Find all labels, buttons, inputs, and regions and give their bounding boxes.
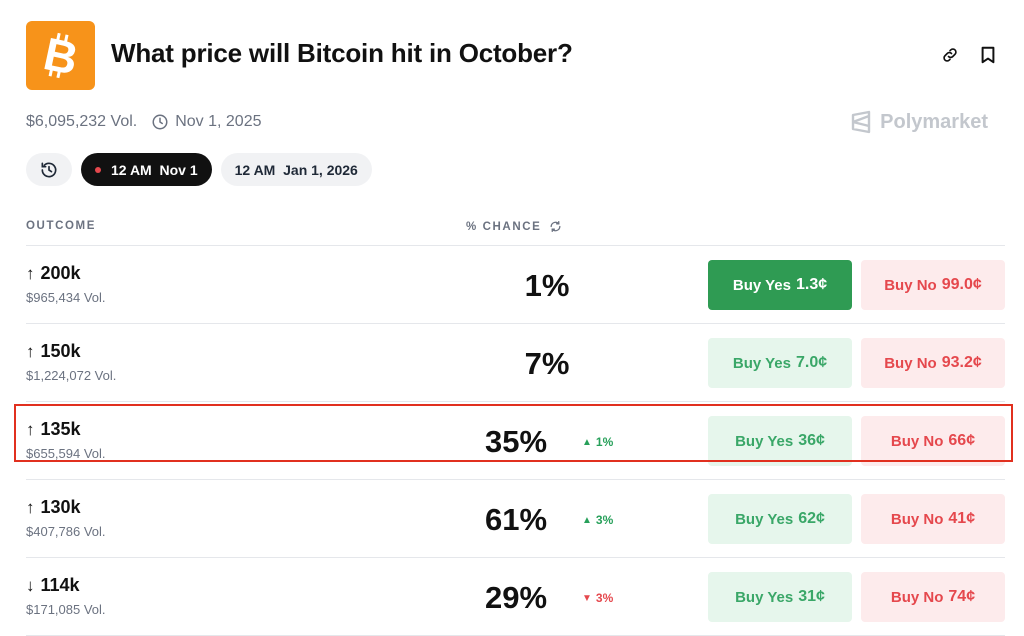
buy-no-price: 93.2¢ (941, 354, 982, 371)
buy-no-label: Buy No (884, 276, 937, 294)
outcomes-table: ↑ 200k $965,434 Vol. 1% Buy Yes 1.3¢ Buy… (26, 245, 1005, 636)
arrow-up-icon: ↑ (26, 419, 35, 439)
bookmark-icon[interactable] (977, 44, 999, 66)
history-icon (41, 162, 57, 178)
buy-yes-price: 1.3¢ (795, 276, 828, 293)
chance-value: 29% (484, 580, 548, 615)
buy-yes-price: 31¢ (798, 588, 825, 605)
buy-yes-button[interactable]: Buy Yes 1.3¢ (708, 260, 852, 310)
buy-yes-button[interactable]: Buy Yes 36¢ (708, 416, 852, 466)
outcome-volume: $171,085 Vol. (26, 602, 106, 617)
outcome-label: 114k (40, 575, 80, 595)
buy-yes-price: 62¢ (798, 510, 825, 527)
buy-yes-label: Buy Yes (732, 354, 791, 372)
date-pill-nov-1[interactable]: 12 AM Nov 1 (81, 153, 212, 186)
date-selector: 12 AM Nov 1 12 AM Jan 1, 2026 (26, 153, 372, 186)
buy-yes-price: 7.0¢ (795, 354, 828, 371)
buy-no-label: Buy No (890, 510, 944, 528)
outcome-label: 135k (40, 419, 81, 439)
outcome-volume: $407,786 Vol. (26, 524, 106, 539)
outcome-label: 200k (40, 263, 81, 283)
chance-change-value: 1% (595, 435, 614, 449)
buy-yes-price: 36¢ (798, 432, 825, 449)
chance-change: ▲ 1% (582, 435, 613, 449)
chance-value: 61% (484, 502, 548, 537)
outcome-name: ↓ 114k (26, 575, 80, 596)
date-pill-jan-1[interactable]: 12 AM Jan 1, 2026 (220, 153, 372, 186)
buy-yes-label: Buy Yes (735, 588, 794, 606)
table-row[interactable]: ↑ 135k $655,594 Vol. 35% ▲ 1% Buy Yes 36… (26, 401, 1005, 479)
outcome-volume: $965,434 Vol. (26, 290, 106, 305)
chance-change: ▲ 3% (582, 513, 613, 527)
buy-yes-label: Buy Yes (735, 432, 794, 450)
svg-text:B: B (41, 32, 81, 80)
chance-value: 7% (524, 346, 570, 381)
arrow-up-icon: ↑ (26, 263, 35, 283)
col-header-chance-label: % CHANCE (466, 220, 542, 233)
buy-yes-button[interactable]: Buy Yes 62¢ (708, 494, 852, 544)
buy-no-price: 41¢ (948, 510, 976, 527)
table-row[interactable]: ↑ 130k $407,786 Vol. 61% ▲ 3% Buy Yes 62… (26, 479, 1005, 557)
brand-watermark: Polymarket (850, 110, 988, 134)
buy-yes-button[interactable]: Buy Yes 31¢ (708, 572, 852, 622)
arrow-down-icon: ↓ (26, 575, 35, 595)
arrow-up-icon: ↑ (26, 497, 35, 517)
outcome-label: 150k (40, 341, 81, 361)
chance-value: 35% (484, 424, 548, 459)
polymarket-logo-icon (851, 110, 871, 134)
col-header-outcome: OUTCOME (26, 220, 96, 232)
buy-no-button[interactable]: Buy No 74¢ (861, 572, 1005, 622)
outcome-label: 130k (40, 497, 81, 517)
buy-no-button[interactable]: Buy No 41¢ (861, 494, 1005, 544)
triangle-down-icon: ▼ (582, 592, 592, 604)
outcome-name: ↑ 150k (26, 341, 81, 362)
buy-no-label: Buy No (890, 432, 944, 450)
buy-no-label: Buy No (884, 354, 937, 372)
buy-yes-button[interactable]: Buy Yes 7.0¢ (708, 338, 852, 388)
chance-change: ▼ 3% (582, 591, 613, 605)
market-volume: $6,095,232 Vol. (26, 113, 138, 130)
chance-change-value: 3% (595, 513, 614, 527)
bitcoin-icon: B (41, 32, 81, 80)
buy-yes-label: Buy Yes (735, 510, 794, 528)
outcome-name: ↑ 200k (26, 263, 81, 284)
link-icon[interactable] (939, 44, 961, 66)
buy-no-button[interactable]: Buy No 99.0¢ (861, 260, 1005, 310)
triangle-up-icon: ▲ (582, 514, 592, 526)
buy-no-label: Buy No (890, 588, 944, 606)
page-title: What price will Bitcoin hit in October? (111, 38, 573, 68)
buy-no-button[interactable]: Buy No 93.2¢ (861, 338, 1005, 388)
chance-value: 1% (524, 268, 570, 303)
buy-no-button[interactable]: Buy No 66¢ (861, 416, 1005, 466)
col-header-chance: % CHANCE (466, 220, 562, 233)
buy-no-price: 99.0¢ (941, 276, 982, 293)
market-end-date: Nov 1, 2025 (175, 113, 262, 130)
clock-icon (151, 113, 169, 131)
table-row[interactable]: ↑ 200k $965,434 Vol. 1% Buy Yes 1.3¢ Buy… (26, 245, 1005, 323)
refresh-icon[interactable] (549, 220, 562, 233)
buy-no-price: 74¢ (948, 588, 976, 605)
arrow-up-icon: ↑ (26, 341, 35, 361)
outcome-volume: $1,224,072 Vol. (26, 368, 117, 383)
buy-yes-label: Buy Yes (732, 276, 791, 294)
table-row[interactable]: ↓ 114k $171,085 Vol. 29% ▼ 3% Buy Yes 31… (26, 557, 1005, 636)
outcome-name: ↑ 130k (26, 497, 81, 518)
buy-no-price: 66¢ (948, 432, 976, 449)
brand-name: Polymarket (880, 110, 988, 133)
history-button[interactable] (26, 153, 72, 186)
table-row[interactable]: ↑ 150k $1,224,072 Vol. 7% Buy Yes 7.0¢ B… (26, 323, 1005, 401)
live-dot-icon (95, 166, 101, 173)
outcome-name: ↑ 135k (26, 419, 81, 440)
date-pill-label: 12 AM Nov 1 (111, 161, 198, 178)
chance-change-value: 3% (595, 591, 614, 605)
bitcoin-logo: B (26, 21, 95, 90)
market-meta: $6,095,232 Vol. Nov 1, 2025 (26, 113, 262, 131)
date-pill-label: 12 AM Jan 1, 2026 (234, 161, 358, 178)
outcome-volume: $655,594 Vol. (26, 446, 106, 461)
triangle-up-icon: ▲ (582, 436, 592, 448)
